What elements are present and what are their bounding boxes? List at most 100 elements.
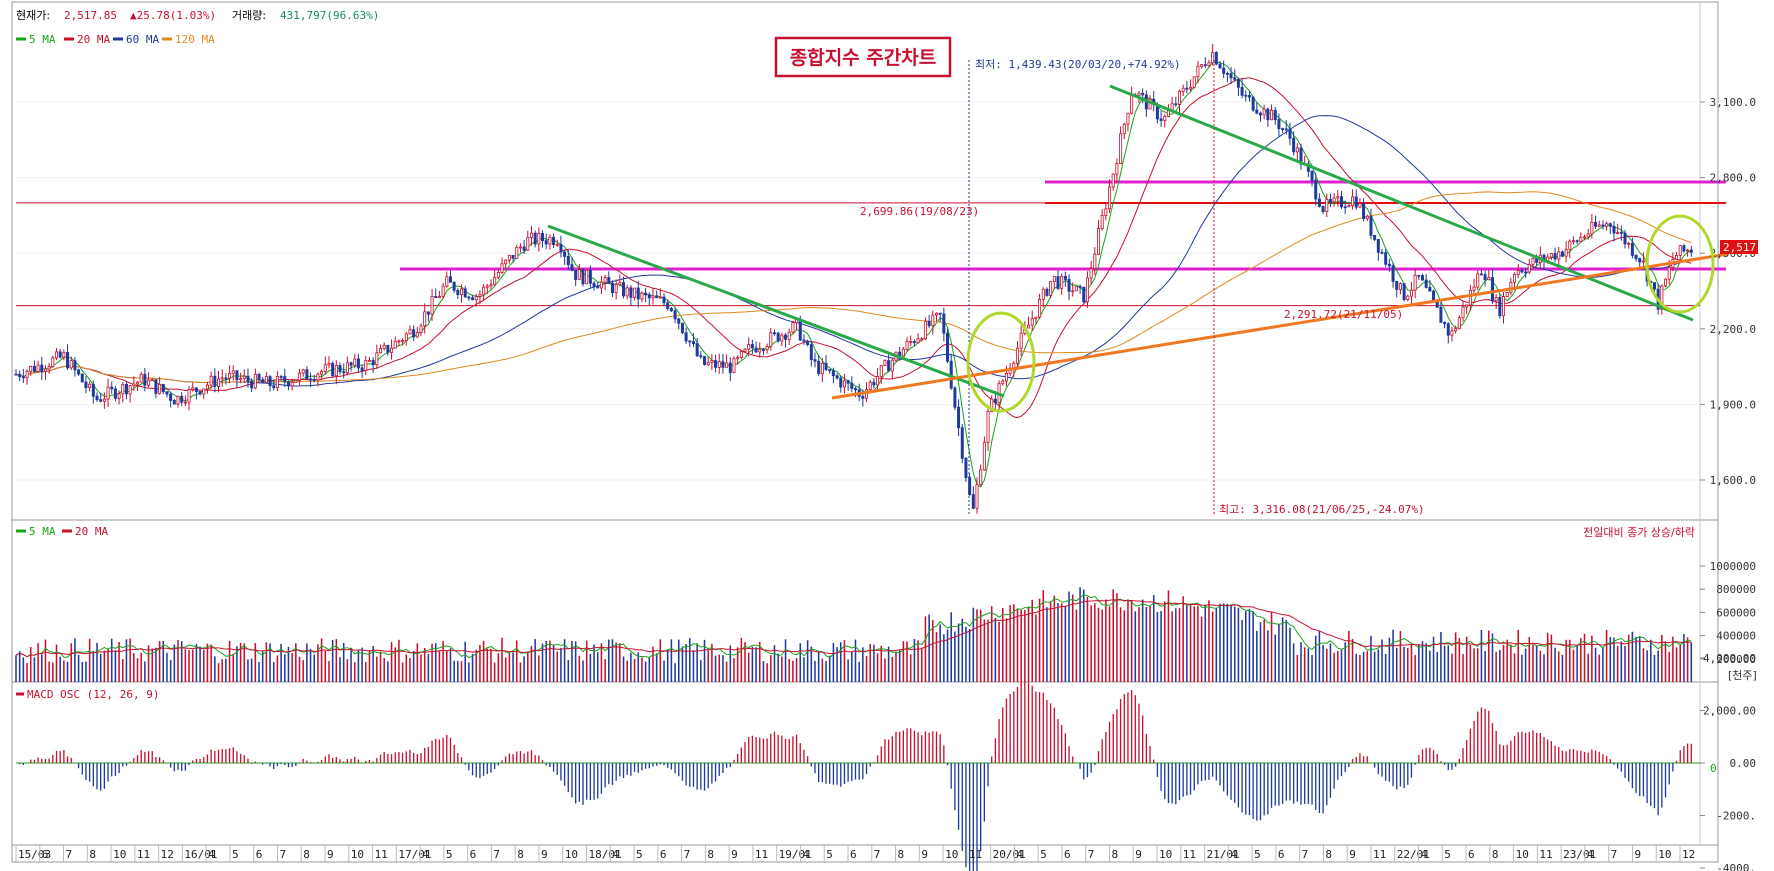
candle-body (1060, 275, 1064, 289)
last-price-tag (1720, 240, 1758, 254)
candle-body (592, 282, 596, 287)
candle-body (191, 387, 195, 390)
candle-body (198, 391, 202, 395)
candle-body (1362, 202, 1366, 220)
candle-body (253, 373, 257, 389)
x-tick-label: 9 (541, 848, 548, 861)
candle-body (743, 348, 747, 352)
candle-body (736, 357, 740, 360)
candle-body (1571, 240, 1575, 243)
candle-body (154, 379, 158, 394)
candle-body (1281, 128, 1285, 131)
candle-body (563, 251, 567, 257)
level1-label: 2,699.86(19/08/23) (860, 205, 979, 218)
candle-body (364, 360, 368, 371)
candle-body (739, 351, 743, 358)
volume-ma20 (15, 599, 1692, 658)
candle-body (960, 427, 964, 459)
x-tick-label: 23/01 (1563, 848, 1596, 861)
candle-body (655, 295, 659, 299)
chart-title: 종합지수 주간차트 (790, 47, 936, 69)
candle-body (1119, 133, 1123, 164)
x-tick-label: 5 (1040, 848, 1047, 861)
candle-body (1564, 248, 1568, 257)
candle-body (529, 232, 533, 238)
candle-body (327, 362, 331, 366)
candle-body (294, 379, 298, 383)
candle-body (1159, 118, 1163, 121)
x-tick-label: 5 (636, 848, 643, 861)
candle-body (537, 233, 541, 245)
candle-body (1295, 147, 1299, 153)
candle-body (1093, 253, 1097, 270)
x-tick-label: 7 (279, 848, 286, 861)
legend-ma120: 120 MA (175, 33, 215, 46)
candle-body (1141, 92, 1145, 96)
volume-tick-label: 200000 (1716, 653, 1756, 666)
x-tick-label: 4 (1421, 848, 1428, 861)
candle-body (1277, 119, 1281, 130)
candle-body (1664, 278, 1668, 287)
candle-body (1682, 245, 1686, 252)
candle-body (1082, 286, 1086, 303)
candle-body (1038, 299, 1042, 318)
candle-body (570, 264, 574, 271)
candle-body (106, 386, 110, 400)
candle-body (1189, 86, 1193, 90)
candle-body (1126, 112, 1130, 125)
candle-body (883, 360, 887, 366)
candle-body (603, 277, 607, 283)
candle-body (662, 296, 666, 304)
candle-body (765, 345, 769, 351)
candle-body (703, 356, 707, 365)
high-annotation: 최고: 3,316.08(21/06/25,-24.07%) (1219, 503, 1425, 516)
candle-body (1660, 285, 1664, 310)
candle-body (515, 247, 519, 259)
x-tick-label: 7 (1088, 848, 1095, 861)
x-tick-label: 9 (1349, 848, 1356, 861)
candle-body (128, 385, 132, 395)
candle-body (29, 365, 33, 372)
candle-body (802, 339, 806, 342)
candle-body (1163, 116, 1167, 121)
candle-body (1340, 196, 1344, 208)
candle-body (1052, 276, 1056, 282)
candle-body (356, 358, 360, 369)
candle-body (408, 329, 412, 335)
candle-body (250, 381, 254, 389)
candle-body (555, 243, 559, 246)
x-tick-label: 4 (1587, 848, 1594, 861)
candle-body (1067, 279, 1071, 292)
candle-body (47, 366, 51, 370)
candle-body (1056, 276, 1060, 289)
candle-body (235, 370, 239, 381)
candle-body (909, 341, 913, 343)
candle-body (40, 364, 44, 372)
candle-body (80, 373, 84, 383)
x-tick-label: 6 (470, 848, 477, 861)
candle-body (1258, 112, 1263, 116)
candle-body (1638, 258, 1642, 263)
candle-body (1498, 297, 1502, 317)
candle-body (1443, 322, 1447, 325)
candle-body (839, 377, 843, 388)
candle-body (1398, 283, 1402, 290)
candle-body (1432, 290, 1436, 301)
x-tick-label: 10 (565, 848, 578, 861)
candle-body (437, 295, 441, 299)
candle-body (113, 388, 117, 399)
candle-body (1524, 271, 1528, 274)
x-tick-label: 6 (1278, 848, 1285, 861)
candle-body (798, 319, 802, 341)
downtrend-line-2021 (1109, 84, 1694, 322)
candle-body (577, 269, 581, 280)
candle-body (150, 379, 154, 382)
candle-body (887, 360, 891, 372)
candle-body (721, 361, 725, 368)
candle-body (1454, 328, 1458, 332)
candle-body (430, 296, 434, 315)
candle-body (1568, 240, 1572, 250)
line-ma20 (15, 77, 1692, 419)
candle-body (1240, 86, 1244, 96)
candle-body (596, 285, 600, 289)
